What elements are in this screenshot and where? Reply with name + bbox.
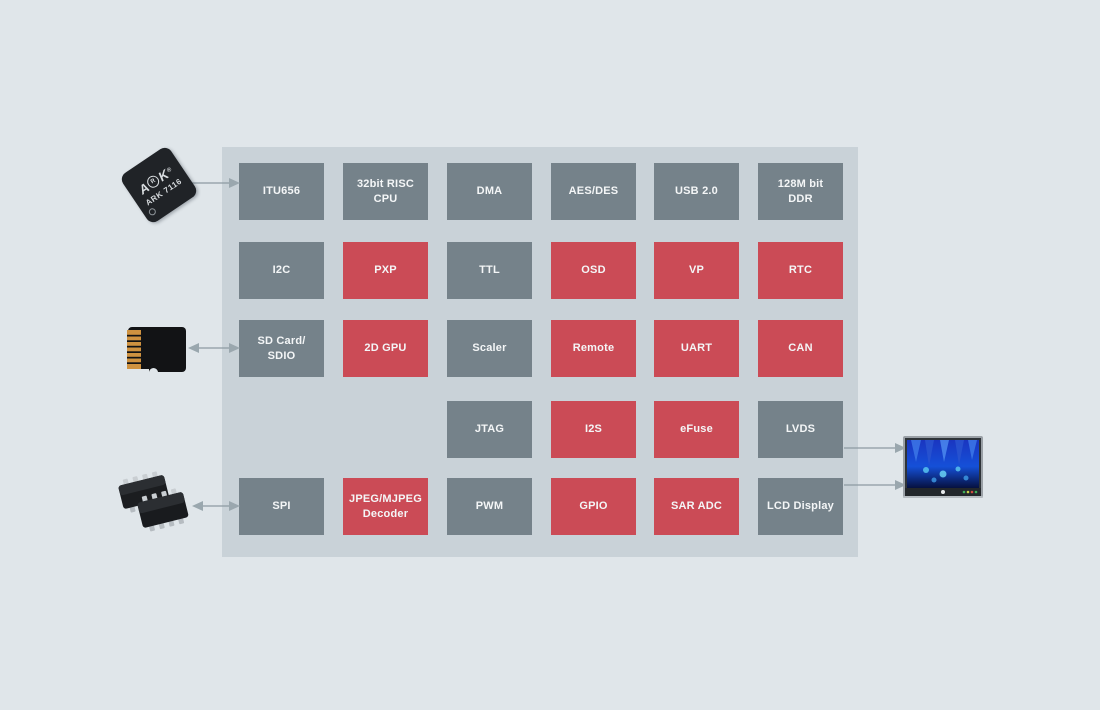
block-dma: DMA bbox=[447, 163, 532, 220]
soc-panel bbox=[222, 147, 858, 557]
block-efuse: eFuse bbox=[654, 401, 739, 458]
block-jtag: JTAG bbox=[447, 401, 532, 458]
block-2d-gpu: 2D GPU bbox=[343, 320, 428, 377]
block-lcd-display: LCD Display bbox=[758, 478, 843, 535]
chip-pin1-dot bbox=[147, 206, 158, 217]
block-usb20: USB 2.0 bbox=[654, 163, 739, 220]
block-lvds: LVDS bbox=[758, 401, 843, 458]
block-itu656: ITU656 bbox=[239, 163, 324, 220]
block-sd-sdio: SD Card/ SDIO bbox=[239, 320, 324, 377]
block-scaler: Scaler bbox=[447, 320, 532, 377]
block-gpio: GPIO bbox=[551, 478, 636, 535]
block-pxp: PXP bbox=[343, 242, 428, 299]
block-pwm: PWM bbox=[447, 478, 532, 535]
lcd-monitor-image bbox=[903, 436, 983, 498]
block-ttl: TTL bbox=[447, 242, 532, 299]
arrow-lvds-to-monitor bbox=[844, 443, 906, 453]
block-vp: VP bbox=[654, 242, 739, 299]
block-i2c: I2C bbox=[239, 242, 324, 299]
block-ddr: 128M bit DDR bbox=[758, 163, 843, 220]
block-aes-des: AES/DES bbox=[551, 163, 636, 220]
arrow-sdcard-to-sdio bbox=[188, 343, 240, 353]
block-rtc: RTC bbox=[758, 242, 843, 299]
block-remote: Remote bbox=[551, 320, 636, 377]
arrow-flash-to-spi bbox=[192, 501, 240, 511]
block-jpeg-decoder: JPEG/MJPEG Decoder bbox=[343, 478, 428, 535]
block-risc-cpu: 32bit RISC CPU bbox=[343, 163, 428, 220]
spi-flash-chips-image bbox=[118, 471, 189, 532]
ark-chip-image: A R K ® ARK 7116 bbox=[118, 144, 200, 226]
block-uart: UART bbox=[654, 320, 739, 377]
arrow-lcddisplay-to-monitor bbox=[844, 480, 906, 490]
block-can: CAN bbox=[758, 320, 843, 377]
block-sar-adc: SAR ADC bbox=[654, 478, 739, 535]
block-i2s: I2S bbox=[551, 401, 636, 458]
block-osd: OSD bbox=[551, 242, 636, 299]
sd-card-image bbox=[127, 327, 186, 377]
block-spi: SPI bbox=[239, 478, 324, 535]
